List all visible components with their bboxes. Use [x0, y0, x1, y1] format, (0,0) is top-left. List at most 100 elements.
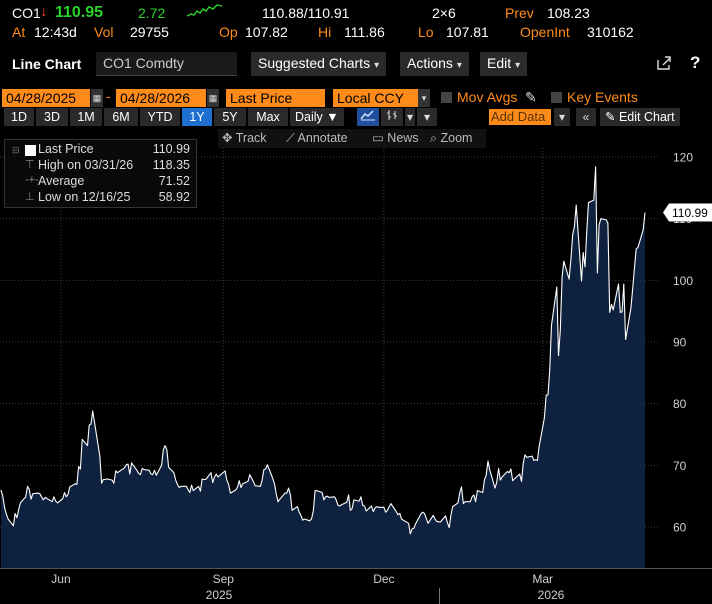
- annotate-label: Annotate: [297, 131, 348, 145]
- suggested-charts-button[interactable]: Suggested Charts ▾: [251, 52, 387, 76]
- calendar-icon[interactable]: ▦: [207, 89, 219, 107]
- security-input[interactable]: CO1 Comdty: [96, 52, 237, 76]
- legend-label: Low on 12/16/25: [38, 190, 131, 204]
- add-data-input[interactable]: Add Data: [489, 109, 551, 125]
- y-tick-label: 120: [673, 150, 693, 164]
- open-interest: 310162: [587, 24, 634, 40]
- chevron-down-icon: ▾: [374, 60, 380, 71]
- high-value: 111.86: [344, 24, 385, 40]
- bar-chart-icon[interactable]: [381, 108, 403, 126]
- chart-options-dropdown[interactable]: ▾: [417, 108, 437, 126]
- last-price: 110.95: [55, 4, 104, 21]
- legend-value: 58.92: [158, 190, 190, 204]
- actions-label: Actions: [407, 55, 453, 71]
- field-select[interactable]: Last Price: [226, 89, 325, 107]
- sparkline-icon: [186, 3, 224, 22]
- collapse-left-icon[interactable]: «: [576, 108, 596, 126]
- high-marker-icon: ⊤: [25, 159, 35, 171]
- price-change: 2.72: [138, 5, 166, 21]
- high-label: Hi: [318, 24, 332, 40]
- y-tick-label: 60: [673, 521, 687, 535]
- edit-chart-label: Edit Chart: [618, 110, 675, 124]
- price-line: [0, 166, 646, 535]
- annotate-tool[interactable]: ⟋ Annotate: [286, 131, 348, 145]
- chevron-down-icon[interactable]: ▾: [405, 108, 415, 126]
- bid-ask-size: 2×6: [432, 5, 456, 21]
- start-date-input[interactable]: 04/28/2025: [2, 89, 90, 107]
- legend-label: Last Price: [38, 142, 94, 156]
- ticker[interactable]: CO1: [12, 5, 41, 21]
- legend-row-high: ⊤ High on 03/31/26 118.35: [5, 158, 198, 174]
- frequency-select[interactable]: Daily ▼: [290, 108, 344, 126]
- last-value-label: 110.99: [672, 206, 708, 220]
- zoom-tool[interactable]: ⌕ Zoom: [430, 131, 473, 145]
- legend-row-last-price[interactable]: ⊟ Last Price 110.99: [5, 142, 198, 158]
- line-chart-icon[interactable]: [357, 108, 379, 126]
- chart-type-title: Line Chart: [12, 56, 82, 72]
- legend-control-icon[interactable]: ⊟: [12, 145, 20, 155]
- chevron-down-icon[interactable]: ▾: [554, 108, 570, 126]
- edit-label: Edit: [487, 55, 512, 71]
- share-icon[interactable]: [656, 55, 672, 75]
- period-3d[interactable]: 3D: [36, 108, 68, 126]
- edit-button[interactable]: Edit ▾: [480, 52, 528, 76]
- frequency-label: Daily: [295, 110, 323, 124]
- at-label: At: [12, 24, 26, 40]
- calendar-icon[interactable]: ▦: [91, 89, 103, 107]
- period-1y[interactable]: 1Y: [182, 108, 212, 126]
- pencil-icon[interactable]: ✎: [525, 89, 537, 105]
- y-tick-label: 90: [673, 335, 687, 349]
- x-tick-label: Sep: [213, 572, 235, 586]
- y-tick-label: 80: [673, 397, 687, 411]
- currency-select[interactable]: Local CCY: [333, 89, 430, 107]
- chevron-down-icon[interactable]: ▾: [418, 89, 430, 107]
- x-tick-label: Dec: [373, 572, 394, 586]
- actions-button[interactable]: Actions ▾: [400, 52, 469, 76]
- period-6m[interactable]: 6M: [104, 108, 138, 126]
- price-area: [1, 166, 645, 569]
- mov-avgs-label: Mov Avgs: [457, 89, 518, 105]
- x-year-label: 2026: [538, 588, 565, 602]
- pencil-icon: ✎: [605, 110, 616, 124]
- series-swatch: [25, 145, 36, 156]
- period-ytd[interactable]: YTD: [140, 108, 180, 126]
- key-events-label: Key Events: [567, 89, 638, 105]
- legend-value: 118.35: [152, 158, 190, 172]
- volume: 29755: [130, 24, 169, 40]
- edit-chart-button[interactable]: ✎ Edit Chart: [600, 108, 680, 126]
- mov-avgs-checkbox[interactable]: [441, 92, 452, 103]
- legend-label: Average: [38, 174, 85, 188]
- open-interest-label: OpenInt: [520, 24, 570, 40]
- average-marker-icon: -+-: [25, 174, 39, 186]
- x-year-label: 2025: [206, 588, 233, 602]
- period-row: 1D 3D 1M 6M YTD 1Y 5Y Max Daily ▼ ▾ ▾ Ad…: [0, 108, 712, 126]
- end-date-input[interactable]: 04/28/2026: [116, 89, 206, 107]
- date-separator: -: [106, 88, 111, 104]
- legend-value: 71.52: [158, 174, 190, 188]
- prev-value: 108.23: [547, 5, 590, 21]
- legend-row-low: ⊥ Low on 12/16/25 58.92: [5, 190, 198, 206]
- key-events-checkbox[interactable]: [551, 92, 562, 103]
- chevron-down-icon: ▾: [456, 60, 462, 71]
- down-arrow-icon: ↓: [40, 3, 48, 20]
- open-value: 107.82: [245, 24, 288, 40]
- period-1d[interactable]: 1D: [4, 108, 34, 126]
- period-max[interactable]: Max: [248, 108, 288, 126]
- chart-tools: ✥ Track ⟋ Annotate ▭ News ⌕ Zoom: [218, 129, 486, 148]
- bid-ask: 110.88/110.91: [262, 5, 350, 21]
- period-5y[interactable]: 5Y: [214, 108, 246, 126]
- y-tick-label: 70: [673, 459, 687, 473]
- prev-label: Prev: [505, 5, 534, 21]
- period-1m[interactable]: 1M: [70, 108, 102, 126]
- vol-label: Vol: [94, 24, 114, 40]
- track-label: Track: [235, 131, 267, 145]
- price-chart[interactable]: 60708090100110120JunSepDecMar20252026110…: [0, 148, 712, 604]
- legend-value: 110.99: [152, 142, 190, 156]
- help-icon[interactable]: ?: [690, 53, 701, 72]
- zoom-label: Zoom: [440, 131, 473, 145]
- news-tool[interactable]: ▭ News: [372, 131, 419, 145]
- legend-label: High on 03/31/26: [38, 158, 134, 172]
- track-tool[interactable]: ✥ Track: [222, 131, 267, 145]
- chevron-down-icon: ▾: [515, 60, 521, 71]
- low-value: 107.81: [446, 24, 489, 40]
